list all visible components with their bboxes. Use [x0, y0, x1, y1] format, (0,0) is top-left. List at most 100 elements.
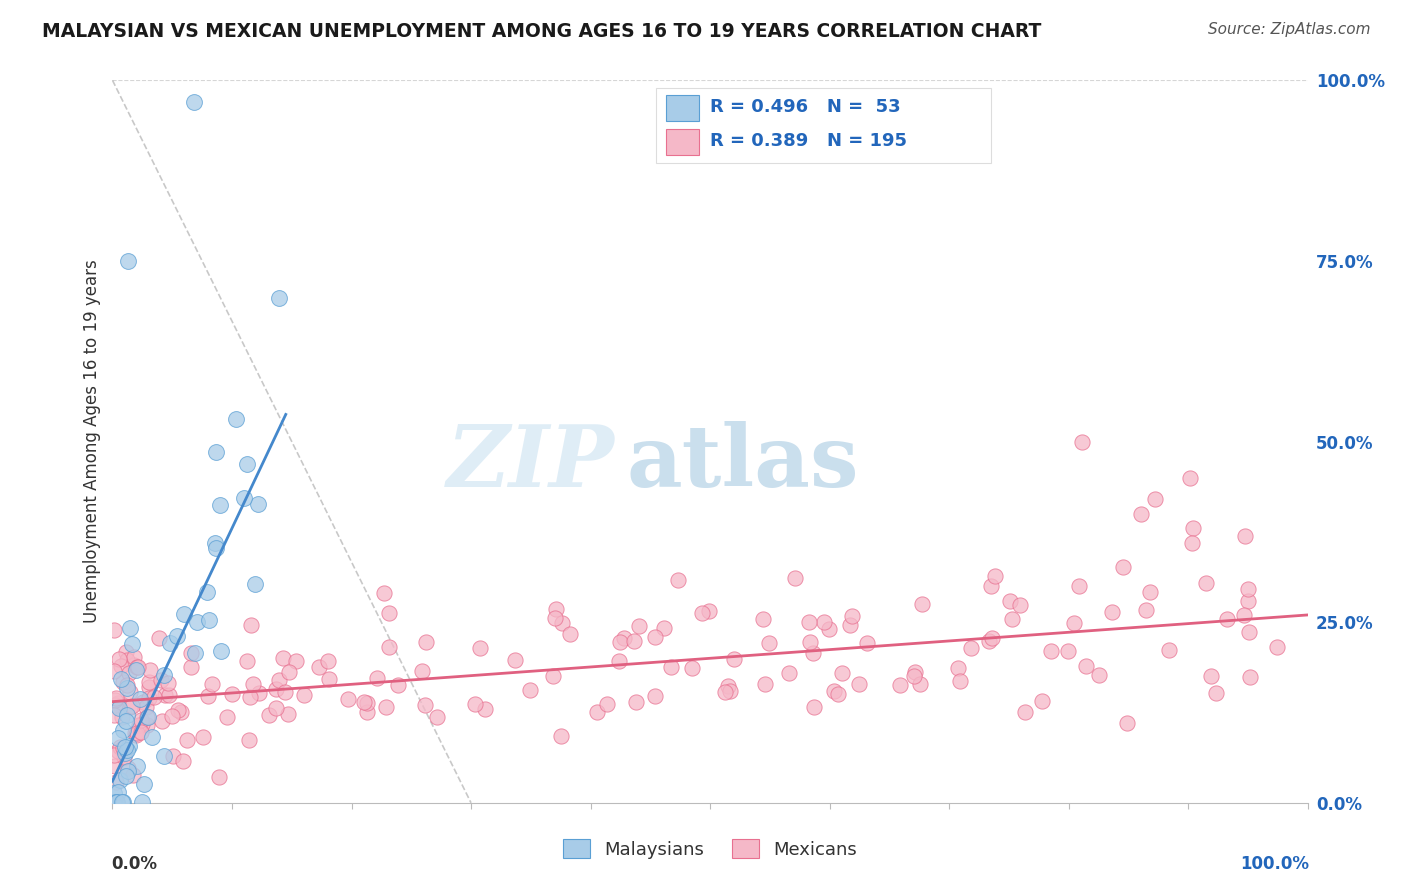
Point	[108, 740, 131, 755]
Point	[105, 690, 128, 705]
Point	[378, 606, 401, 620]
Point	[366, 671, 388, 685]
Point	[723, 652, 745, 666]
Point	[112, 674, 135, 689]
Point	[242, 676, 264, 690]
Point	[166, 629, 188, 643]
Point	[131, 717, 153, 731]
Point	[166, 702, 188, 716]
Point	[105, 775, 128, 789]
Point	[153, 667, 176, 681]
Point	[111, 740, 134, 755]
Point	[142, 690, 165, 704]
Point	[415, 634, 437, 648]
Point	[115, 653, 138, 667]
Point	[191, 730, 214, 744]
Point	[139, 663, 162, 677]
Point	[141, 730, 163, 744]
Point	[110, 673, 132, 687]
Point	[195, 585, 218, 599]
Point	[159, 636, 181, 650]
Point	[127, 726, 149, 740]
Point	[267, 673, 290, 687]
Point	[1130, 507, 1153, 521]
Point	[127, 659, 149, 673]
Point	[1181, 535, 1204, 549]
Point	[117, 253, 139, 268]
Point	[426, 709, 449, 723]
Point	[1116, 715, 1139, 730]
Point	[1112, 560, 1135, 574]
Point	[841, 608, 863, 623]
Point	[1181, 521, 1204, 535]
Point	[239, 690, 262, 705]
Point	[544, 611, 567, 625]
Point	[103, 664, 125, 678]
Point	[103, 795, 125, 809]
Point	[596, 697, 619, 711]
Point	[1234, 529, 1257, 543]
Point	[156, 676, 179, 690]
Point	[125, 728, 148, 742]
Point	[111, 795, 134, 809]
Point	[356, 696, 378, 710]
Point	[108, 701, 131, 715]
Point	[1008, 598, 1031, 612]
Point	[125, 758, 148, 772]
Point	[118, 666, 141, 681]
Point	[114, 739, 136, 754]
Point	[128, 718, 150, 732]
Point	[118, 685, 141, 699]
Point	[831, 665, 853, 680]
Point	[903, 669, 925, 683]
Point	[117, 707, 139, 722]
Point	[111, 710, 134, 724]
Point	[1135, 603, 1157, 617]
Point	[118, 621, 141, 635]
Point	[652, 622, 675, 636]
Point	[801, 646, 824, 660]
Point	[131, 795, 153, 809]
Point	[797, 615, 820, 629]
Point	[103, 623, 125, 637]
Point	[235, 457, 257, 471]
Point	[697, 604, 720, 618]
Point	[823, 684, 845, 698]
Point	[138, 690, 160, 705]
Point	[1237, 624, 1260, 639]
Point	[246, 497, 269, 511]
Point	[153, 748, 176, 763]
Point	[337, 692, 360, 706]
Point	[103, 786, 125, 800]
Point	[135, 717, 157, 731]
Point	[803, 700, 825, 714]
Point	[111, 723, 134, 737]
Point	[103, 795, 125, 809]
Point	[135, 700, 157, 714]
Point	[585, 705, 607, 719]
Point	[998, 594, 1021, 608]
Point	[827, 687, 849, 701]
Point	[1001, 612, 1024, 626]
Point	[411, 664, 433, 678]
Text: atlas: atlas	[627, 421, 859, 505]
Point	[558, 627, 581, 641]
Text: 0.0%: 0.0%	[111, 855, 157, 872]
Point	[609, 635, 631, 649]
Point	[110, 659, 132, 673]
Point	[960, 641, 983, 656]
Point	[1237, 594, 1260, 608]
Point	[754, 677, 776, 691]
Point	[318, 673, 340, 687]
Point	[316, 654, 339, 668]
Point	[838, 618, 860, 632]
Point	[1014, 705, 1036, 719]
Point	[799, 635, 821, 649]
Point	[160, 709, 183, 723]
Point	[713, 685, 735, 699]
Point	[1236, 582, 1258, 596]
Point	[114, 746, 136, 760]
Point	[681, 661, 703, 675]
Point	[122, 657, 145, 672]
Point	[1233, 608, 1256, 623]
